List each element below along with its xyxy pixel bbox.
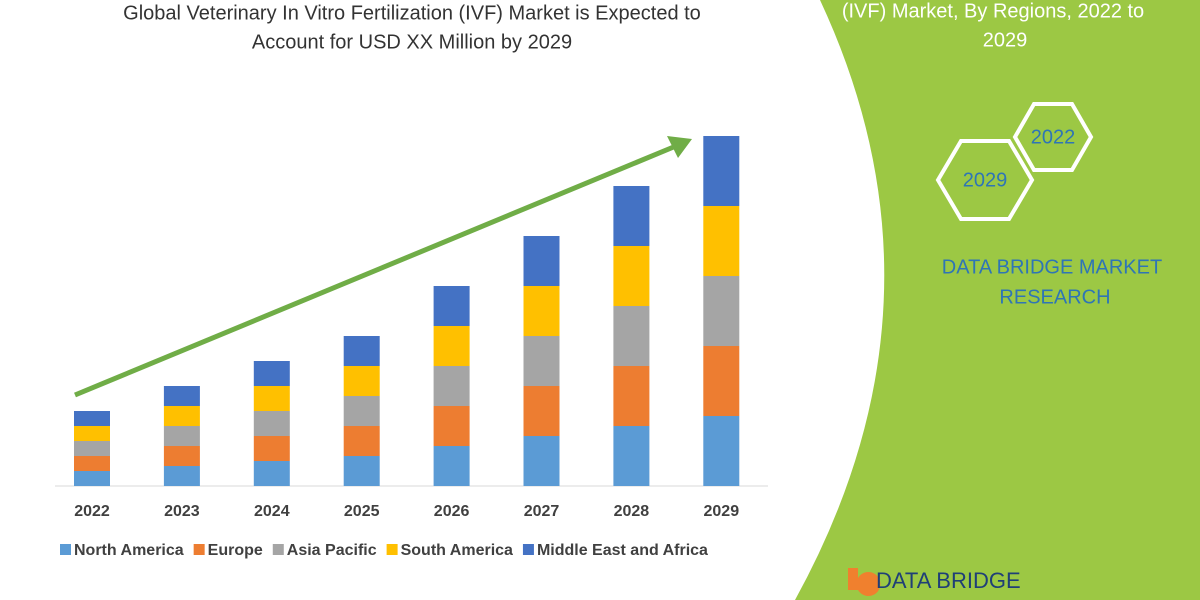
bar-segment <box>703 416 740 486</box>
legend-swatch <box>272 544 284 555</box>
legend: North America Europe Asia Pacific South Ame… <box>60 542 708 559</box>
brand-text: DATA BRIDGE MARKET <box>942 256 1162 278</box>
bar-segment <box>703 136 740 206</box>
bar-segment <box>343 396 380 426</box>
x-tick-label: 2027 <box>524 503 560 520</box>
bar-segment <box>253 436 290 461</box>
logo-icon <box>848 568 881 596</box>
brand-text: RESEARCH <box>999 286 1110 308</box>
bar-segment <box>253 361 290 386</box>
legend-swatch <box>386 544 398 555</box>
green-panel <box>795 0 1200 600</box>
legend-swatch <box>193 544 205 555</box>
bar-segment <box>523 286 560 336</box>
panel-heading: 2029 <box>983 29 1028 51</box>
bar-segment <box>163 406 200 426</box>
legend-swatch <box>522 544 534 555</box>
bar-segment <box>703 346 740 416</box>
x-tick-label: 2026 <box>434 503 470 520</box>
bar-segment <box>433 446 470 486</box>
bar-segment <box>74 411 110 426</box>
bar-segment <box>703 276 740 346</box>
trend-arrow <box>74 143 677 398</box>
hex-label: 2029 <box>963 169 1008 191</box>
hexagon <box>935 139 1035 221</box>
bar-segment <box>343 366 380 396</box>
hexagon <box>1012 102 1094 172</box>
bar-segment <box>613 426 650 486</box>
bar-segment <box>163 386 200 406</box>
bar-segment <box>523 336 560 386</box>
bar-segment <box>253 411 290 436</box>
x-tick-label: 2025 <box>344 503 380 520</box>
bar-segment <box>163 466 200 486</box>
legend-swatch <box>60 544 71 555</box>
bar-segment <box>433 326 470 366</box>
bar-segment <box>74 441 110 456</box>
legend-label: Middle East and Africa <box>537 542 708 559</box>
bar-segment <box>433 366 470 406</box>
x-tick-label: 2023 <box>164 503 200 520</box>
bar-segment <box>74 471 110 486</box>
bar-segment <box>74 426 110 441</box>
bar-segment <box>253 461 290 486</box>
bar-segment <box>433 286 470 326</box>
bar-segment <box>343 456 380 486</box>
bar-segment <box>163 446 200 466</box>
chart-title: Account for USD XX Million by 2029 <box>252 31 572 53</box>
x-tick-label: 2024 <box>254 503 290 520</box>
bar-segment <box>613 366 650 426</box>
bar-segment <box>523 386 560 436</box>
legend-label: South America <box>401 542 513 559</box>
x-tick-label: 2029 <box>704 503 740 520</box>
legend-label: Asia Pacific <box>287 542 377 559</box>
bar-segment <box>523 436 560 486</box>
bar-segment <box>343 426 380 456</box>
hex-label: 2022 <box>1031 126 1076 148</box>
legend-label: North America <box>74 542 184 559</box>
x-tick-label: 2028 <box>614 503 650 520</box>
logo-text: DATA BRIDGE <box>876 568 1021 593</box>
bar-segment <box>613 306 650 366</box>
arrow-head <box>667 136 692 158</box>
bar-segment <box>253 386 290 411</box>
legend-label: Europe <box>208 542 263 559</box>
panel-heading: (IVF) Market, By Regions, 2022 to <box>842 0 1144 22</box>
bar-segment <box>523 236 560 286</box>
bar-segment <box>74 456 110 471</box>
bar-segment <box>163 426 200 446</box>
x-tick-label: 2022 <box>74 503 110 520</box>
bar-segment <box>343 336 380 366</box>
chart-title: Global Veterinary In Vitro Fertilization… <box>123 2 701 24</box>
bar-segment <box>703 206 740 276</box>
bar-segment <box>433 406 470 446</box>
bar-segment <box>613 186 650 246</box>
bars <box>74 136 740 486</box>
bar-segment <box>613 246 650 306</box>
